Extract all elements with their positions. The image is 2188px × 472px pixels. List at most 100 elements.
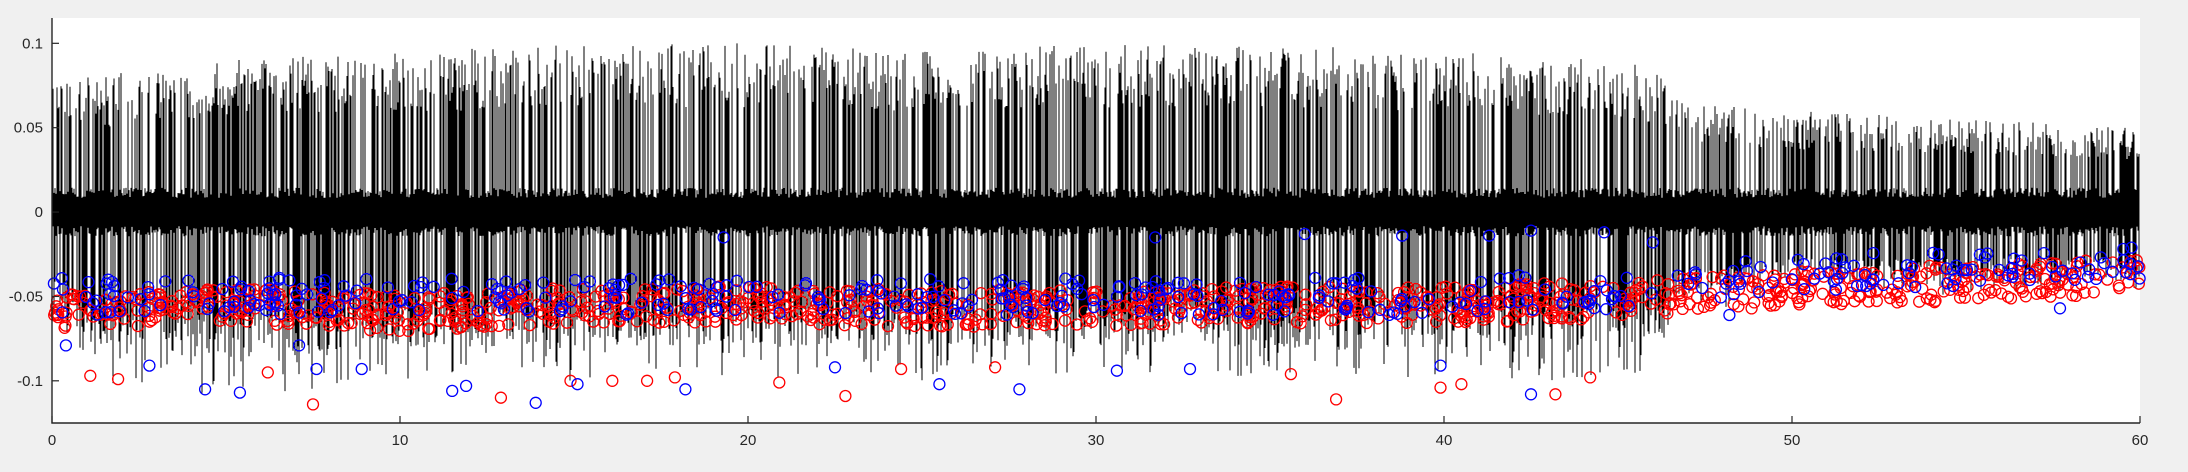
- red-marker-point: [1296, 310, 1309, 323]
- x-tick-label: 60: [2132, 432, 2149, 449]
- blue-marker-outlier-point: [1298, 227, 1311, 241]
- red-marker-point: [640, 310, 653, 323]
- red-marker-point: [166, 306, 180, 319]
- blue-marker-point: [228, 300, 241, 313]
- y-axis-ticks: -0.1 -0.05 0 0.05 0.1: [9, 35, 59, 390]
- blue-marker-point: [1877, 278, 1890, 292]
- red-marker-point: [1448, 281, 1462, 294]
- blue-marker-point: [154, 298, 167, 312]
- blue-marker-point: [956, 297, 969, 310]
- blue-marker-point: [578, 280, 591, 294]
- blue-marker-point: [405, 295, 418, 309]
- blue-marker-point: [1147, 303, 1160, 316]
- blue-marker-point: [1946, 279, 1960, 293]
- red-marker-point: [1492, 285, 1505, 299]
- blue-marker-point: [1493, 272, 1506, 285]
- y-tick-label: -0.1: [17, 373, 43, 390]
- blue-marker-point: [1233, 276, 1247, 290]
- blue-marker-point: [1059, 272, 1072, 285]
- red-marker-outlier-point: [894, 362, 908, 376]
- blue-marker-point: [874, 287, 888, 300]
- red-marker-point: [485, 320, 498, 333]
- red-marker-point: [1039, 311, 1052, 324]
- red-marker-point: [1632, 276, 1646, 290]
- blue-marker-point: [1007, 301, 1020, 314]
- blue-marker-point: [501, 289, 514, 302]
- red-marker-point: [1464, 311, 1477, 325]
- blue-marker-point: [1422, 293, 1436, 306]
- blue-marker-point: [1622, 299, 1635, 313]
- red-marker-point: [272, 290, 285, 303]
- blue-marker-point: [313, 275, 326, 289]
- red-marker-point: [1664, 297, 1677, 310]
- blue-marker-point: [1614, 289, 1627, 303]
- red-marker-point: [1992, 270, 2005, 283]
- blue-marker-point: [216, 282, 229, 296]
- red-marker-point: [1414, 299, 1428, 312]
- blue-marker-point: [1521, 294, 1534, 307]
- blue-marker-point: [2074, 256, 2087, 269]
- red-marker-point: [1961, 280, 1974, 293]
- red-marker-point: [1318, 301, 1331, 314]
- red-marker-point: [1663, 298, 1676, 311]
- blue-marker-point: [1538, 283, 1552, 296]
- x-tick-label: 10: [392, 432, 409, 449]
- blue-marker-point: [1135, 288, 1148, 301]
- blue-marker-point: [1282, 288, 1295, 301]
- red-marker-point: [362, 303, 375, 316]
- red-marker-point: [1995, 287, 2008, 300]
- blue-marker-point: [1474, 275, 1488, 289]
- blue-marker-point: [471, 304, 484, 318]
- red-marker-point: [155, 297, 169, 310]
- red-marker-point: [644, 289, 658, 303]
- red-marker-point: [1928, 296, 1941, 309]
- blue-marker-point: [1905, 260, 1919, 273]
- blue-marker-point: [799, 279, 812, 292]
- blue-marker-point: [2094, 251, 2107, 264]
- blue-marker-outlier-point: [1723, 308, 1736, 322]
- red-marker-point: [653, 303, 666, 317]
- blue-marker-point: [817, 302, 830, 316]
- blue-marker-point: [773, 306, 786, 319]
- red-marker-point: [1482, 310, 1495, 323]
- red-marker-point: [441, 314, 455, 328]
- blue-marker-outlier-point: [933, 378, 946, 391]
- red-marker-point: [899, 315, 913, 329]
- blue-marker-point: [381, 281, 395, 294]
- red-marker-point: [831, 290, 844, 303]
- red-marker-point: [933, 319, 947, 332]
- blue-marker-point: [2117, 242, 2130, 256]
- red-marker-point: [1309, 308, 1322, 321]
- blue-marker-point: [1965, 263, 1978, 276]
- blue-marker-point: [99, 306, 112, 319]
- blue-marker-point: [324, 306, 337, 319]
- blue-marker-point: [1835, 253, 1848, 266]
- blue-marker-point: [494, 297, 508, 310]
- red-marker-point: [1452, 315, 1465, 328]
- red-marker-point: [2045, 257, 2059, 270]
- blue-marker-point: [1847, 259, 1860, 272]
- red-marker-point: [1324, 314, 1338, 327]
- red-marker-point: [1429, 315, 1443, 328]
- blue-marker-point: [1129, 288, 1143, 302]
- red-marker-point: [323, 315, 336, 329]
- blue-marker-point: [1278, 305, 1291, 318]
- red-marker-point: [346, 302, 360, 315]
- blue-marker-point: [553, 305, 567, 318]
- red-marker-point: [2019, 290, 2032, 303]
- x-tick-label: 40: [1436, 432, 1453, 449]
- blue-marker-point: [1266, 308, 1280, 321]
- red-marker-point: [2033, 285, 2047, 298]
- blue-marker-outlier-point: [1183, 362, 1197, 376]
- blue-marker-point: [653, 274, 666, 287]
- blue-marker-point: [427, 280, 440, 293]
- blue-marker-point: [1192, 308, 1206, 321]
- blue-marker-point: [537, 276, 550, 289]
- blue-marker-point: [911, 302, 925, 315]
- blue-marker-outlier-point: [198, 383, 212, 396]
- red-marker-point: [721, 297, 735, 310]
- red-marker-point: [1538, 277, 1551, 290]
- red-marker-point: [670, 283, 684, 296]
- blue-marker-point: [1128, 276, 1142, 290]
- red-marker-point: [199, 286, 212, 299]
